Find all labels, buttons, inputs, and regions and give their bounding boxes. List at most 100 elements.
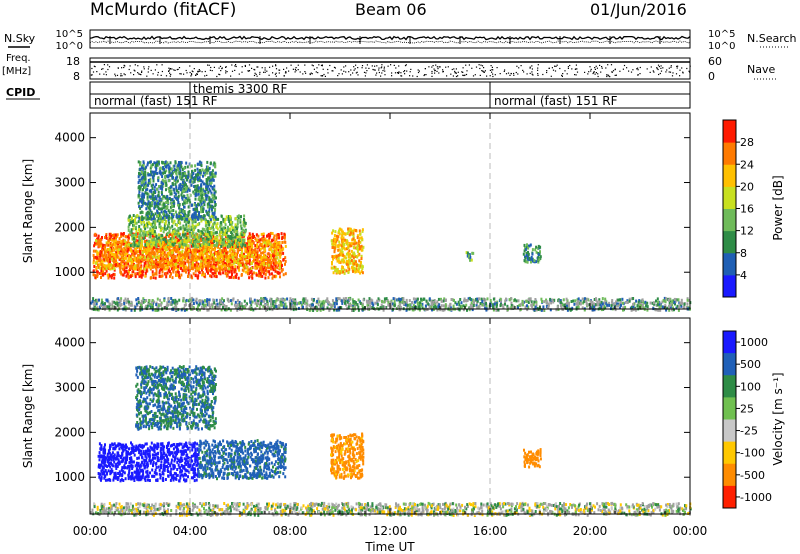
heatmap-cell	[155, 257, 158, 261]
heatmap-cell	[227, 215, 230, 218]
noise-sky-line	[89, 35, 691, 41]
heatmap-cell	[350, 249, 353, 253]
heatmap-cell	[204, 249, 207, 252]
heatmap-cell	[207, 268, 210, 272]
heatmap-cell	[214, 263, 217, 267]
heatmap-cell	[185, 236, 188, 240]
heatmap-cell	[145, 224, 147, 228]
heatmap-cell	[264, 272, 267, 276]
heatmap-cell	[129, 266, 132, 270]
heatmap-cell	[337, 253, 340, 257]
nave-dot	[632, 69, 634, 71]
heatmap-cell	[248, 276, 251, 280]
heatmap-cell	[209, 233, 212, 237]
nave-dot	[405, 64, 407, 66]
heatmap-cell	[356, 255, 359, 259]
heatmap-cell	[174, 239, 177, 243]
heatmap-cell	[169, 245, 172, 249]
heatmap-cell	[152, 265, 155, 269]
heatmap-cell	[183, 183, 186, 187]
heatmap-cell	[219, 260, 222, 264]
heatmap-cell	[217, 252, 219, 256]
heatmap-cell	[162, 230, 165, 234]
nave-dot	[254, 69, 256, 71]
nave-dot	[454, 72, 456, 74]
heatmap-cell	[140, 274, 143, 278]
heatmap-cell	[115, 253, 118, 257]
heatmap-cell	[282, 251, 285, 255]
nave-dot	[179, 73, 181, 75]
heatmap-cell	[190, 239, 193, 243]
heatmap-cell	[215, 217, 218, 221]
heatmap-cell	[182, 194, 185, 198]
heatmap-cell	[361, 228, 364, 232]
nave-dot	[274, 73, 276, 75]
heatmap-cell	[360, 244, 363, 248]
nave-dot	[431, 66, 433, 68]
heatmap-cell	[184, 175, 187, 179]
heatmap-cell	[194, 251, 197, 255]
nave-dot	[466, 70, 468, 72]
nave-dot	[595, 65, 597, 67]
nave-dot	[590, 70, 592, 72]
nave-dot	[216, 75, 218, 78]
heatmap-cell	[146, 251, 149, 255]
heatmap-cell	[164, 165, 167, 169]
heatmap-cell	[345, 252, 348, 256]
heatmap-cell	[152, 183, 155, 187]
heatmap-cell	[126, 243, 129, 247]
nave-dot	[363, 71, 366, 73]
heatmap-cell	[252, 240, 255, 244]
heatmap-cell	[212, 259, 215, 263]
heatmap-cell	[349, 227, 352, 231]
nave-dot	[628, 70, 630, 72]
heatmap-cell	[360, 254, 363, 258]
heatmap-cell	[107, 248, 110, 251]
heatmap-cell	[177, 187, 180, 191]
heatmap-cell	[221, 232, 224, 236]
heatmap-cell	[276, 236, 279, 240]
heatmap-cell	[223, 244, 226, 247]
heatmap-cell	[209, 269, 212, 273]
heatmap-cell	[261, 261, 264, 265]
heatmap-cell	[258, 254, 261, 258]
nave-dot	[531, 65, 533, 67]
heatmap-cell	[155, 197, 158, 201]
heatmap-cell	[236, 230, 239, 234]
nave-dot	[489, 75, 491, 77]
heatmap-cell	[142, 164, 145, 167]
heatmap-cell	[357, 239, 360, 243]
heatmap-cell	[170, 167, 173, 171]
heatmap-cell	[97, 252, 100, 256]
nave-dot	[590, 68, 592, 70]
heatmap-cell	[361, 265, 364, 269]
heatmap-cell	[165, 160, 167, 164]
heatmap-cell	[174, 161, 177, 165]
heatmap-cell	[209, 205, 212, 209]
heatmap-cell	[254, 264, 257, 267]
nave-dot	[191, 70, 193, 72]
heatmap-cell	[164, 237, 167, 241]
heatmap-cell	[208, 245, 211, 249]
heatmap-cell	[175, 250, 178, 254]
heatmap-cell	[139, 211, 142, 215]
heatmap-cell	[152, 252, 155, 256]
nave-dot	[321, 75, 323, 77]
nave-dot	[275, 68, 278, 70]
heatmap-cell	[229, 218, 232, 222]
heatmap-cell	[268, 237, 271, 241]
heatmap-cell	[249, 271, 252, 275]
nave-dot	[622, 68, 624, 70]
nave-dot	[596, 67, 598, 69]
heatmap-cell	[166, 195, 169, 199]
heatmap-cell	[201, 198, 204, 202]
heatmap-cell	[271, 265, 274, 269]
heatmap-cell	[207, 263, 210, 267]
heatmap-cell	[332, 229, 335, 233]
nave-dot	[334, 67, 336, 69]
heatmap-cell	[159, 220, 162, 224]
heatmap-cell	[147, 221, 150, 224]
nave-dot	[403, 71, 405, 73]
heatmap-cell	[146, 197, 149, 201]
heatmap-cell	[154, 241, 157, 245]
